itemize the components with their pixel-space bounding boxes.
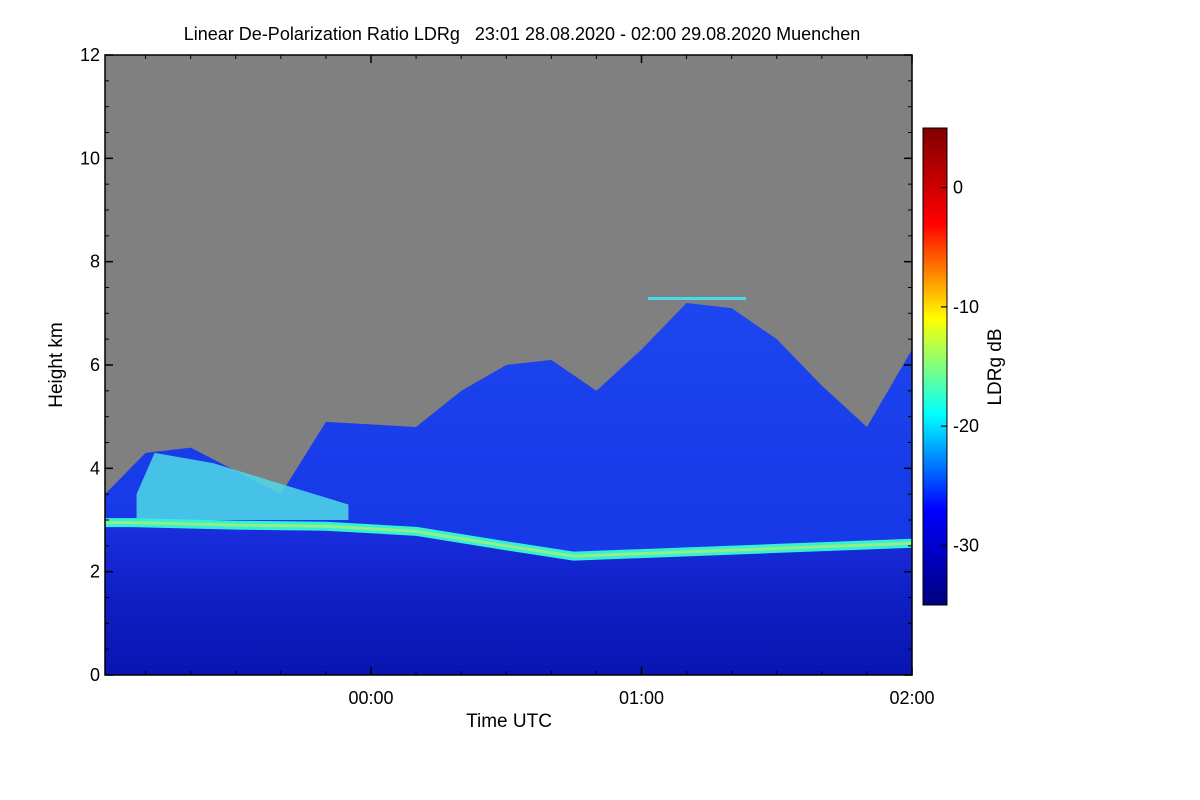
- chart-title: Linear De-Polarization Ratio LDRg 23:01 …: [184, 24, 860, 44]
- y-axis: 0 2 4 6 8 10 12: [80, 45, 912, 685]
- y-tick-label: 12: [80, 45, 100, 65]
- y-axis-label: Height km: [46, 322, 67, 408]
- x-tick-label: 00:00: [348, 688, 393, 708]
- x-axis-label: Time UTC: [466, 711, 552, 732]
- colorbar-tick-label: 0: [953, 178, 963, 198]
- x-tick-label: 01:00: [619, 688, 664, 708]
- y-tick-label: 10: [80, 148, 100, 168]
- y-tick-label: 0: [90, 665, 100, 685]
- colorbar-tick-label: -20: [953, 416, 979, 436]
- y-tick-label: 4: [90, 458, 100, 478]
- y-tick-label: 2: [90, 562, 100, 582]
- x-tick-label: 02:00: [889, 688, 934, 708]
- low-ldr-cloud-patch: [136, 452, 349, 520]
- precipitation-region: [105, 522, 912, 675]
- y-tick-label: 6: [90, 355, 100, 375]
- bright-band-core: [105, 521, 912, 558]
- colorbar-label: LDRg dB: [985, 328, 1006, 405]
- aerosol-line: [648, 297, 746, 300]
- plot-area: [105, 55, 912, 675]
- colorbar-tick-label: -30: [953, 535, 979, 555]
- x-axis: 00:00 01:00 02:00: [145, 55, 935, 708]
- y-tick-label: 8: [90, 252, 100, 272]
- colorbar-axis: -30 -20 -10 0: [941, 178, 979, 555]
- colorbar: [922, 127, 948, 606]
- colorbar-tick-label: -10: [953, 297, 979, 317]
